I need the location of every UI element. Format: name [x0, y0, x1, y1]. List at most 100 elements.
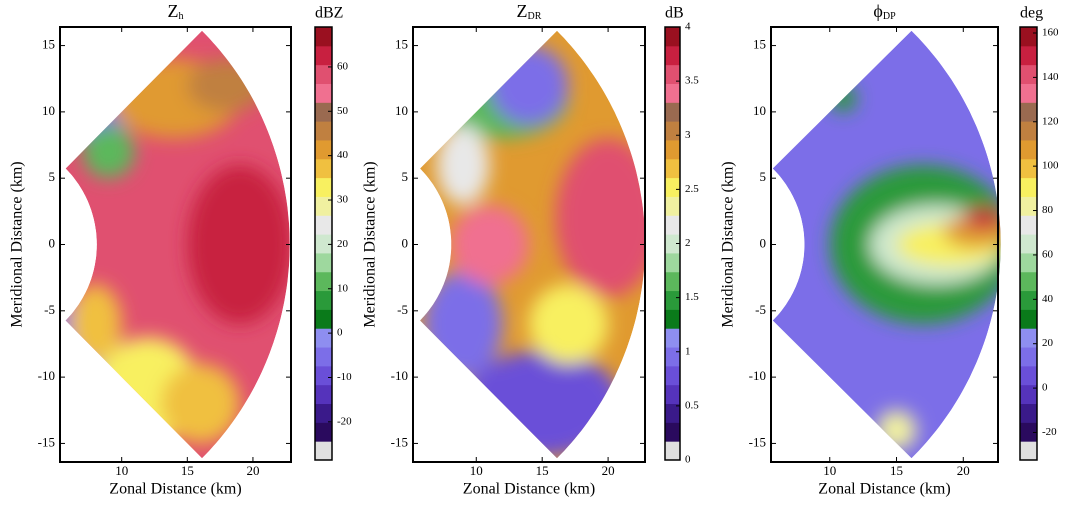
panel-title: Zh — [168, 1, 184, 22]
colorbar-swatch — [1020, 384, 1037, 405]
colorbar-swatch — [1020, 45, 1037, 66]
field-patch — [555, 138, 645, 298]
x-tick-label: 15 — [181, 463, 194, 478]
field-patch — [489, 45, 569, 126]
panel: 10 15 20 -15 -10 -5 0 5 10 15 Zh Zonal Distance (km… — [9, 1, 352, 498]
colorbar-swatch — [315, 422, 332, 442]
colorbar-swatch — [315, 215, 332, 235]
colorbar-swatch — [665, 271, 680, 292]
colorbar-swatch — [1020, 328, 1037, 348]
colorbar-swatch — [315, 102, 332, 122]
x-axis-label: Zonal Distance (km) — [109, 481, 241, 498]
colorbar-tick-label: 0.5 — [685, 399, 699, 411]
field-patch — [82, 125, 135, 179]
y-tick-label: 10 — [753, 103, 766, 118]
colorbar-swatch — [665, 121, 680, 141]
colorbar-tick-label: 50 — [337, 105, 349, 117]
title-sub: DP — [883, 11, 896, 22]
colorbar-unit: deg — [1020, 5, 1043, 22]
colorbar-swatch — [1020, 102, 1037, 122]
radar-field — [420, 30, 645, 459]
y-tick-label: 10 — [42, 103, 55, 118]
y-axis-label: Meridional Distance (km) — [9, 161, 26, 327]
colorbar-tick-label: 3 — [685, 129, 691, 141]
colorbar-tick-label: 80 — [1042, 204, 1054, 216]
y-axis-label: Meridional Distance (km) — [362, 161, 379, 327]
panel-title: ϕDP — [873, 1, 896, 22]
colorbar-swatch — [1020, 196, 1037, 216]
colorbar-swatch — [665, 384, 680, 405]
x-tick-label: 10 — [115, 463, 128, 478]
colorbar-tick-label: 40 — [1042, 293, 1054, 305]
field-patch — [187, 164, 290, 325]
y-tick-label: -10 — [38, 368, 55, 383]
y-tick-label: 5 — [49, 169, 56, 184]
y-tick-label: 15 — [42, 37, 55, 52]
colorbar-swatch — [665, 139, 680, 160]
colorbar-tick-label: 2.5 — [685, 183, 699, 195]
x-tick-label: 20 — [246, 463, 259, 478]
colorbar-swatch — [1020, 271, 1037, 292]
colorbar-tick-label: 40 — [337, 149, 349, 161]
colorbar-swatch — [315, 83, 332, 103]
colorbar-swatch — [665, 45, 680, 66]
colorbar-swatch — [1020, 422, 1037, 442]
colorbar-swatch — [315, 328, 332, 348]
colorbar-swatch — [315, 234, 332, 254]
title-base: ϕ — [873, 1, 882, 21]
colorbar-tick-label: 60 — [1042, 248, 1054, 260]
colorbar-tick-label: 3.5 — [685, 75, 699, 87]
colorbar-swatch — [315, 27, 332, 47]
x-tick-label: 15 — [536, 463, 549, 478]
colorbar-swatch — [1020, 441, 1037, 461]
colorbar-swatch — [315, 441, 332, 461]
colorbar-swatch — [315, 290, 332, 310]
x-tick-label: 10 — [823, 463, 836, 478]
field-patch — [423, 271, 503, 378]
x-tick-label: 10 — [470, 463, 483, 478]
colorbar-tick-label: 140 — [1042, 71, 1059, 83]
y-tick-label: -15 — [391, 434, 408, 449]
colorbar-swatch — [1020, 403, 1037, 423]
y-tick-label: -15 — [38, 434, 55, 449]
colorbar-tick-label: -20 — [337, 415, 352, 427]
colorbar-swatch — [665, 347, 680, 367]
colorbar-unit: dB — [665, 5, 684, 22]
y-axis-label: Meridional Distance (km) — [720, 161, 737, 327]
colorbar-swatch — [1020, 139, 1037, 160]
colorbar-swatch — [315, 158, 332, 179]
colorbar-swatch — [315, 252, 332, 273]
colorbar-tick-label: 30 — [337, 194, 349, 206]
y-tick-label: 15 — [395, 37, 408, 52]
y-tick-label: -10 — [391, 368, 408, 383]
colorbar-swatch — [315, 121, 332, 141]
field-patch — [829, 85, 857, 112]
title-base: Z — [517, 1, 528, 21]
colorbar-tick-label: 0 — [337, 327, 343, 339]
colorbar-swatch — [1020, 365, 1037, 386]
colorbar-swatch — [665, 422, 680, 442]
colorbar-swatch — [315, 196, 332, 216]
y-tick-label: -5 — [397, 302, 408, 317]
colorbar-tick-label: 20 — [337, 238, 349, 250]
x-axis-label: Zonal Distance (km) — [463, 481, 595, 498]
x-tick-label: 20 — [957, 463, 970, 478]
radar-field — [772, 30, 1001, 459]
y-tick-label: 5 — [402, 169, 409, 184]
colorbar-swatch — [315, 271, 332, 292]
colorbar-swatch — [1020, 83, 1037, 103]
y-tick-label: 15 — [753, 37, 766, 52]
field-patch — [161, 363, 240, 444]
colorbar-swatch — [665, 441, 680, 461]
radar-field — [65, 30, 290, 459]
field-patch — [529, 284, 609, 364]
colorbar-swatch — [1020, 158, 1037, 179]
field-patch — [449, 204, 529, 285]
colorbar-tick-label: 2 — [685, 237, 691, 249]
colorbar-swatch — [315, 347, 332, 367]
colorbar-swatch — [665, 102, 680, 122]
colorbar-tick-label: 120 — [1042, 115, 1059, 127]
colorbar-tick-label: 0 — [685, 454, 691, 466]
colorbar-tick-label: 60 — [337, 60, 349, 72]
